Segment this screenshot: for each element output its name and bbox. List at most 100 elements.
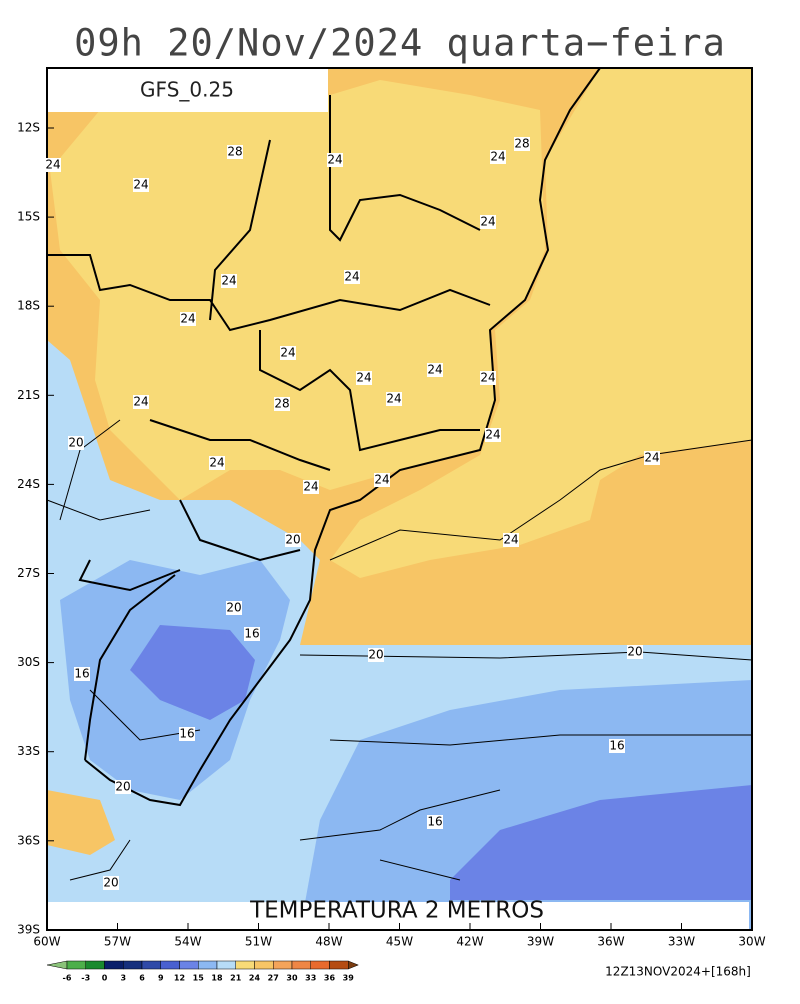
contour-label: 20 (115, 780, 130, 794)
colorbar-label: 36 (324, 974, 336, 983)
contour-label: 20 (368, 648, 383, 662)
colorbar-label: 30 (286, 974, 298, 983)
contour-label-bg (74, 667, 90, 681)
colorbar-label: 15 (193, 974, 205, 983)
contour-label: 16 (427, 815, 442, 829)
contour-label: 24 (480, 215, 495, 229)
contour-label-bg (133, 395, 149, 409)
colorbar-arrow (46, 960, 68, 970)
colorbar-label: 9 (158, 974, 164, 983)
lon-label: 30W (738, 935, 765, 949)
contour-label-bg (227, 145, 243, 159)
footer: 12Z13NOV2024+[168h] (605, 965, 751, 979)
lat-label: 12S (17, 121, 40, 135)
contour-label: 24 (221, 274, 236, 288)
colorbar-label: 27 (268, 974, 279, 983)
colorbar-segment (235, 960, 255, 970)
lat-label: 30S (17, 655, 40, 669)
lat-label: 15S (17, 210, 40, 224)
contour-label: 16 (179, 727, 194, 741)
model: GFS_0.25 (140, 78, 234, 102)
contour-label-bg (609, 739, 625, 753)
contour-label: 16 (609, 739, 624, 753)
contour-label-bg (480, 371, 496, 385)
contour-label-bg (209, 456, 225, 470)
contour-label: 24 (133, 178, 148, 192)
contour-label-bg (226, 601, 242, 615)
lon-label: 36W (597, 935, 624, 949)
colorbar-segment (141, 960, 161, 970)
lon-label: 45W (386, 935, 413, 949)
colorbar-segment (85, 960, 105, 970)
colorbar-segment (66, 960, 86, 970)
contour-label: 24 (485, 428, 500, 442)
contour-label-bg (490, 150, 506, 164)
lon-label: 33W (668, 935, 695, 949)
lat-label: 24S (17, 477, 40, 491)
contour-label: 20 (627, 645, 642, 659)
contour-label-bg (280, 346, 296, 360)
colorbar-segment (160, 960, 180, 970)
colorbar-label: 21 (230, 974, 242, 983)
colorbar-segment (273, 960, 293, 970)
lon-label: 39W (527, 935, 554, 949)
contour-label-bg (327, 153, 343, 167)
contour-label: 20 (103, 876, 118, 890)
colorbar-label: 39 (343, 974, 355, 983)
map (46, 67, 753, 930)
contour-label-bg (274, 397, 290, 411)
colorbar-segment (310, 960, 330, 970)
lat-label: 27S (17, 566, 40, 580)
contour-label-bg (514, 137, 530, 151)
colorbar-label: 0 (102, 974, 108, 983)
lon-label: 51W (245, 935, 272, 949)
contour-label: 24 (644, 451, 659, 465)
colorbar-label: 6 (139, 974, 145, 983)
colorbar-label: 18 (211, 974, 223, 983)
contour-label: 20 (285, 533, 300, 547)
lon-label: 54W (174, 935, 201, 949)
colorbar-arrow (348, 960, 359, 970)
colorbar-label: 24 (249, 974, 261, 983)
contour-label-bg (179, 727, 195, 741)
lat-label: 36S (17, 833, 40, 847)
contour-label: 24 (386, 392, 401, 406)
lon-label: 60W (33, 935, 60, 949)
contour-label: 28 (514, 137, 529, 151)
title: 09h 20/Nov/2024 quarta−feira (74, 22, 726, 65)
contour-label: 24 (374, 473, 389, 487)
contour-label-bg (285, 533, 301, 547)
contour-label: 24 (344, 270, 359, 284)
contour-label: 16 (74, 667, 89, 681)
contour-label-bg (344, 270, 360, 284)
contour-label-bg (427, 363, 443, 377)
contour-label-bg (374, 473, 390, 487)
contour-label-bg (244, 627, 260, 641)
contour-label-bg (368, 648, 384, 662)
contour-label-bg (480, 215, 496, 229)
contour-label: 24 (356, 371, 371, 385)
colorbar-label: -3 (81, 974, 90, 983)
contour-label: 24 (180, 312, 195, 326)
model-box (47, 68, 328, 112)
contour-label: 24 (327, 153, 342, 167)
colorbar-label: 33 (305, 974, 316, 983)
colorbar-label: 3 (120, 974, 126, 983)
contour-label: 24 (45, 158, 60, 172)
contour-label-bg (103, 876, 119, 890)
contour-label-bg (180, 312, 196, 326)
lon-label: 48W (315, 935, 342, 949)
colorbar-segment (104, 960, 124, 970)
contour-label: 28 (274, 397, 289, 411)
colorbar-segment (291, 960, 311, 970)
contour-label: 20 (226, 601, 241, 615)
contour-label-bg (221, 274, 237, 288)
contour-label: 24 (480, 371, 495, 385)
colorbar-segment (216, 960, 236, 970)
colorbar-segment (254, 960, 274, 970)
contour-label: 24 (280, 346, 295, 360)
lon-label: 57W (104, 935, 131, 949)
contour-label-bg (627, 645, 643, 659)
contour-label-bg (386, 392, 402, 406)
